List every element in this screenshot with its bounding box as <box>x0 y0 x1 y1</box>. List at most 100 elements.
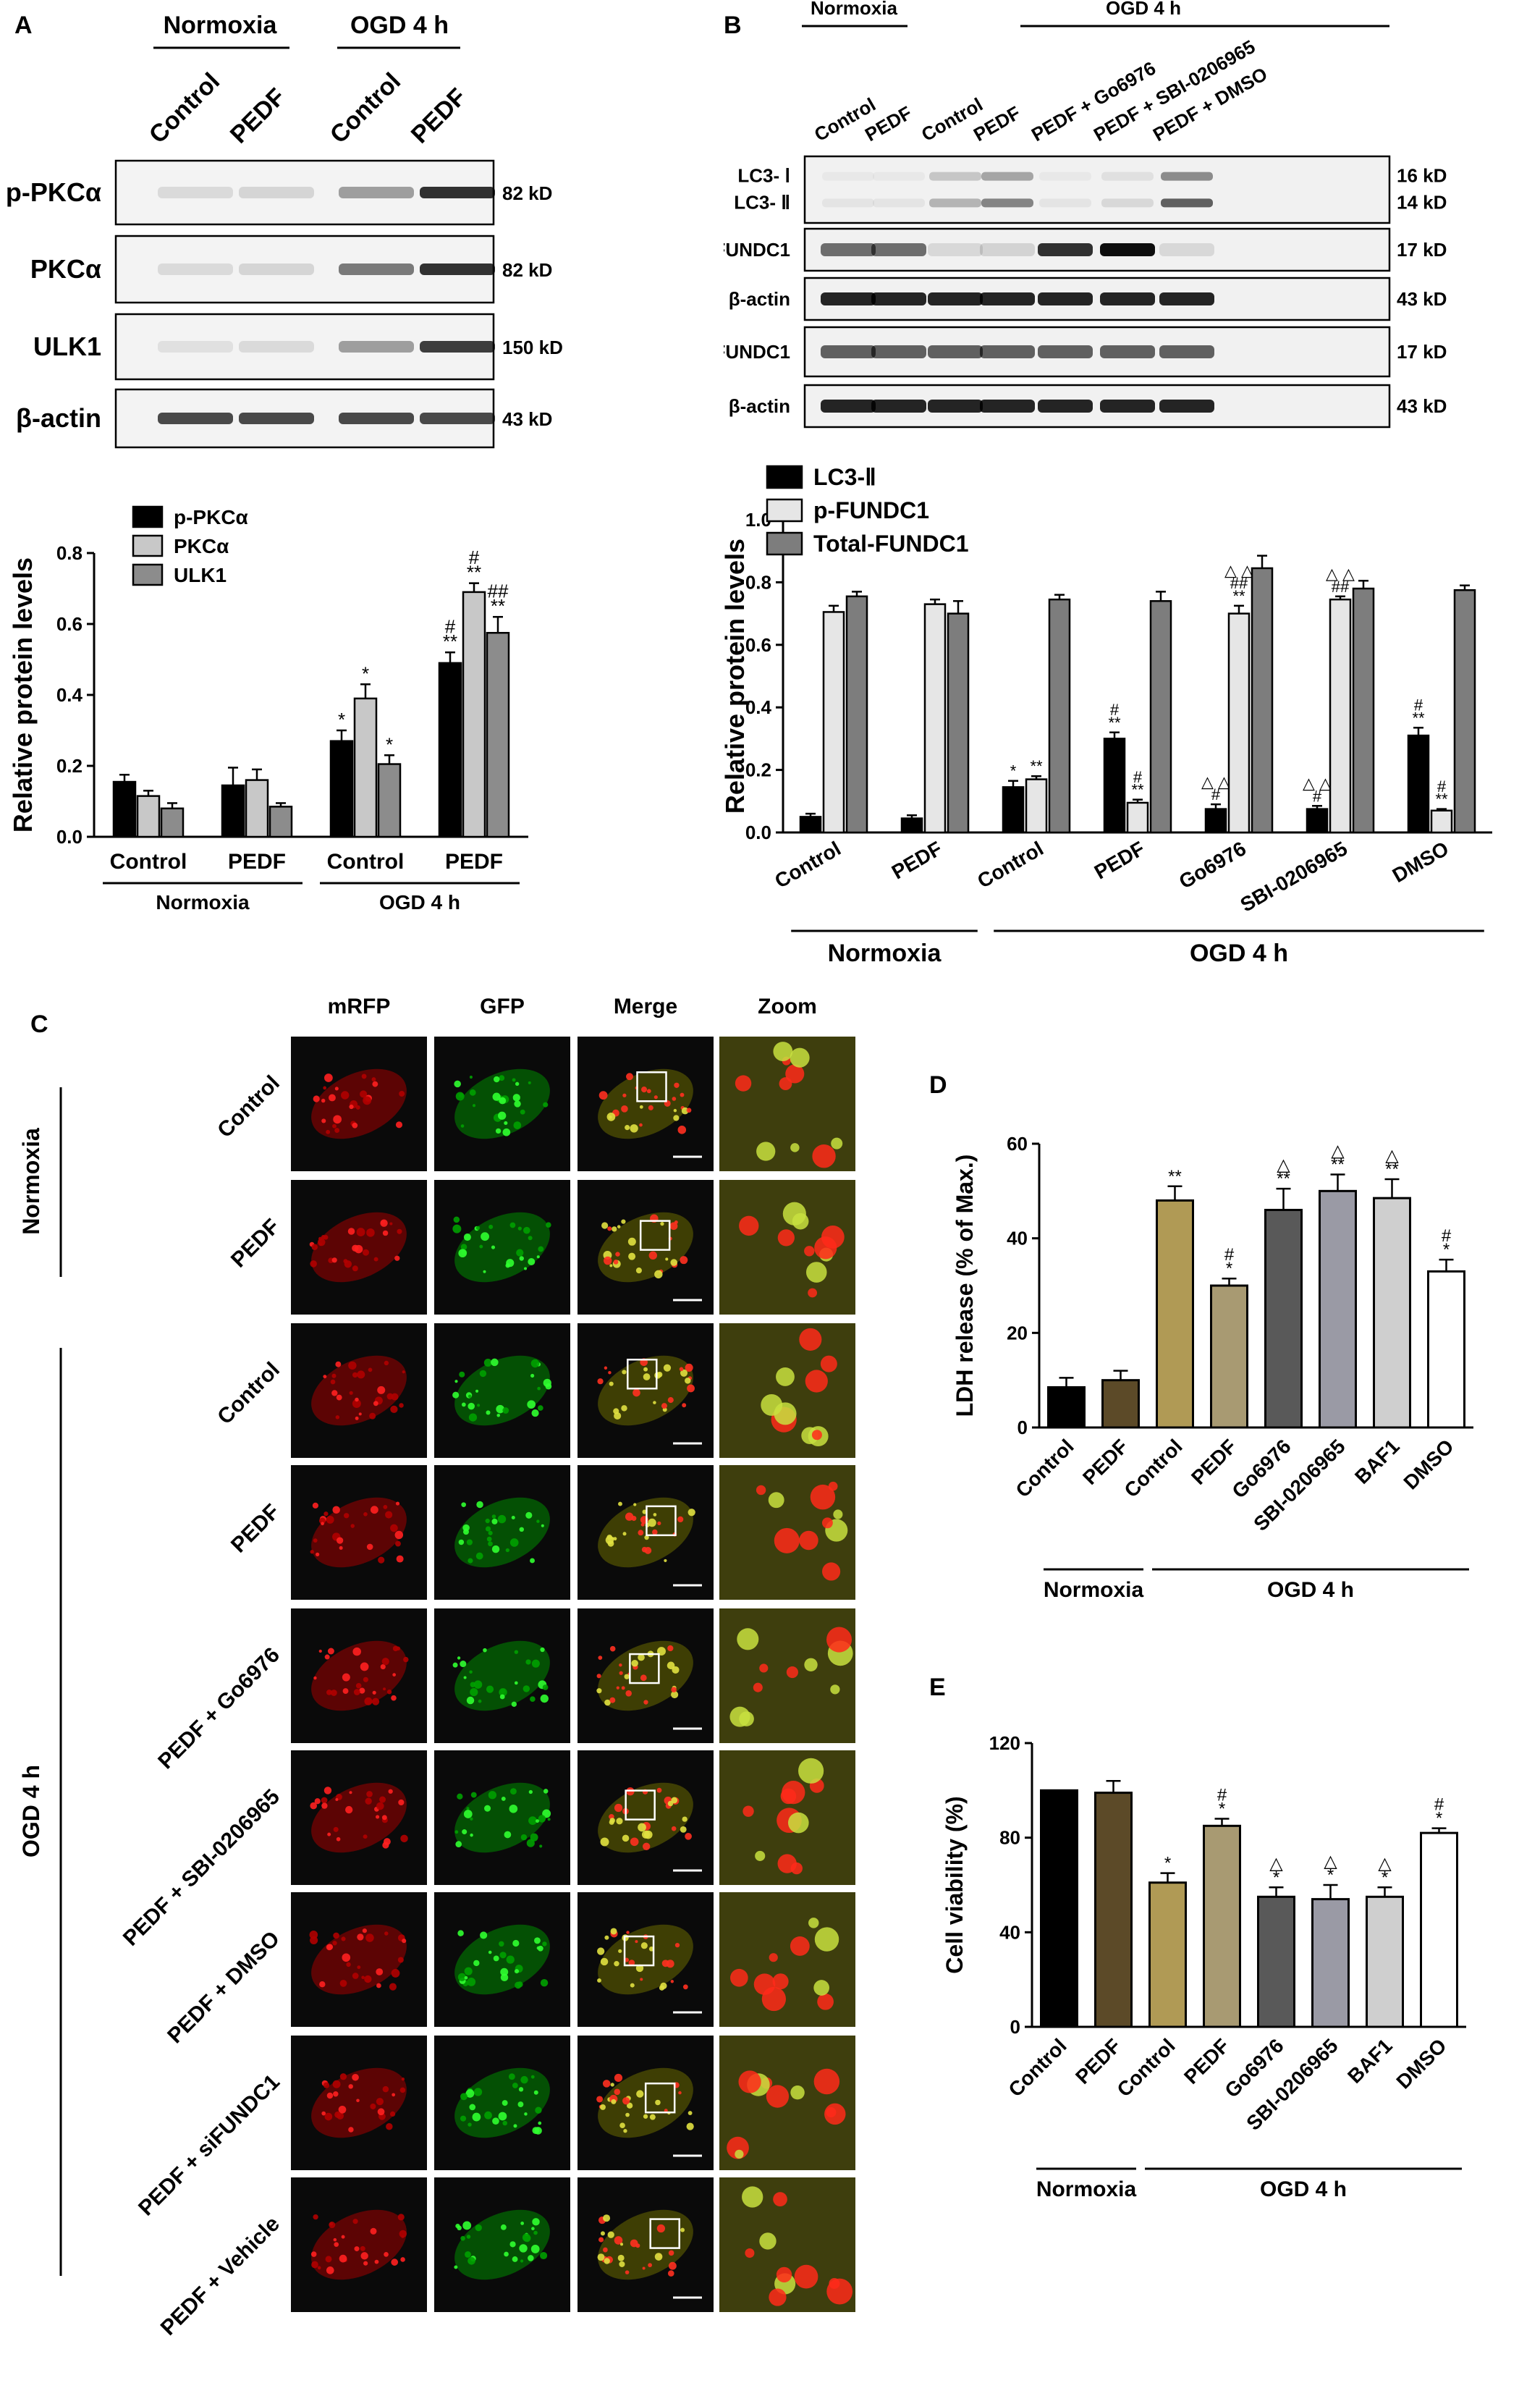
puncta <box>390 1405 398 1414</box>
puncta <box>617 1225 621 1228</box>
y-tick-label: 20 <box>1007 1322 1028 1344</box>
puncta <box>342 1688 349 1695</box>
puncta <box>790 1862 803 1875</box>
x-tick-label: BAF1 <box>1350 1435 1404 1488</box>
puncta <box>485 1526 491 1532</box>
puncta <box>486 1410 491 1415</box>
significance-label: ** <box>467 562 481 583</box>
puncta <box>654 1270 663 1279</box>
puncta <box>335 1797 339 1801</box>
puncta <box>380 1219 388 1227</box>
puncta <box>616 1818 623 1825</box>
puncta <box>620 2243 624 2246</box>
bar <box>1311 1898 1350 2028</box>
puncta <box>667 1800 674 1807</box>
puncta <box>352 1265 358 1272</box>
puncta <box>468 2122 472 2127</box>
puncta <box>614 2088 621 2096</box>
puncta <box>600 1837 609 1847</box>
puncta <box>604 1256 612 1265</box>
puncta <box>321 1522 324 1526</box>
puncta <box>604 1366 608 1370</box>
y-tick-label: 0 <box>1010 2016 1020 2038</box>
x-tick-label: Control <box>1120 1435 1186 1501</box>
puncta <box>640 1978 643 1981</box>
puncta <box>817 1993 834 2010</box>
puncta <box>341 1091 350 1100</box>
puncta <box>396 1555 404 1563</box>
puncta <box>472 2112 481 2122</box>
puncta <box>509 2241 516 2248</box>
puncta <box>687 1384 695 1393</box>
blot-kd-label: 82 kD <box>502 182 552 204</box>
cell-body <box>598 1924 693 1995</box>
puncta <box>649 2114 656 2120</box>
puncta <box>616 1686 619 1690</box>
bar <box>1420 1831 1458 2028</box>
puncta <box>522 1685 530 1692</box>
puncta <box>319 1981 326 1988</box>
puncta <box>505 1548 509 1553</box>
puncta <box>512 1094 520 1102</box>
significance-label: ** <box>1412 709 1425 727</box>
puncta <box>541 1524 544 1527</box>
blot-band <box>980 292 1035 305</box>
puncta <box>339 2254 347 2263</box>
puncta <box>486 1685 494 1693</box>
puncta <box>370 2227 377 2235</box>
x-tick-label: DMSO <box>1389 837 1452 887</box>
bar <box>1002 786 1025 834</box>
bar <box>438 662 462 838</box>
puncta <box>352 2073 359 2081</box>
y-tick-label: 40 <box>1007 1228 1028 1249</box>
puncta <box>491 1245 496 1249</box>
puncta <box>475 1389 479 1393</box>
bar <box>923 603 947 834</box>
puncta <box>538 2121 542 2125</box>
puncta <box>682 1816 688 1822</box>
puncta <box>739 1215 759 1236</box>
puncta <box>646 1089 651 1094</box>
puncta <box>597 1947 605 1955</box>
puncta <box>610 2083 614 2087</box>
puncta <box>776 2266 792 2283</box>
puncta <box>382 1230 389 1236</box>
significance-label: △ △ <box>1201 773 1230 791</box>
puncta <box>331 1390 338 1396</box>
puncta <box>625 1690 632 1697</box>
group-label: Normoxia <box>1036 2177 1137 2201</box>
puncta <box>460 1124 465 1128</box>
blot-band <box>420 263 495 275</box>
puncta <box>483 1648 487 1653</box>
puncta <box>600 2104 606 2110</box>
puncta <box>790 1047 810 1068</box>
bar <box>1407 734 1430 834</box>
puncta <box>830 1684 840 1695</box>
puncta <box>685 1363 693 1372</box>
puncta <box>609 1645 616 1652</box>
y-tick-label: 0.8 <box>745 571 771 593</box>
group-label: OGD 4 h <box>1106 0 1181 19</box>
puncta <box>339 1980 347 1987</box>
puncta <box>460 2235 465 2241</box>
puncta <box>531 2227 535 2231</box>
puncta <box>596 2096 604 2103</box>
puncta <box>512 1078 516 1082</box>
puncta <box>454 2265 458 2269</box>
bar <box>1101 1379 1140 1429</box>
puncta <box>538 1815 546 1823</box>
puncta <box>363 1512 368 1517</box>
puncta <box>660 1982 667 1989</box>
puncta <box>366 1228 375 1237</box>
blot-band <box>1100 345 1155 358</box>
puncta <box>666 1960 674 1968</box>
cell-body <box>598 1497 693 1568</box>
puncta <box>382 2085 389 2093</box>
puncta <box>621 1219 626 1224</box>
puncta <box>831 1137 843 1150</box>
puncta <box>759 2232 777 2250</box>
puncta <box>394 1255 400 1261</box>
puncta <box>786 1666 798 1679</box>
puncta <box>463 1233 471 1241</box>
puncta <box>310 1936 318 1944</box>
